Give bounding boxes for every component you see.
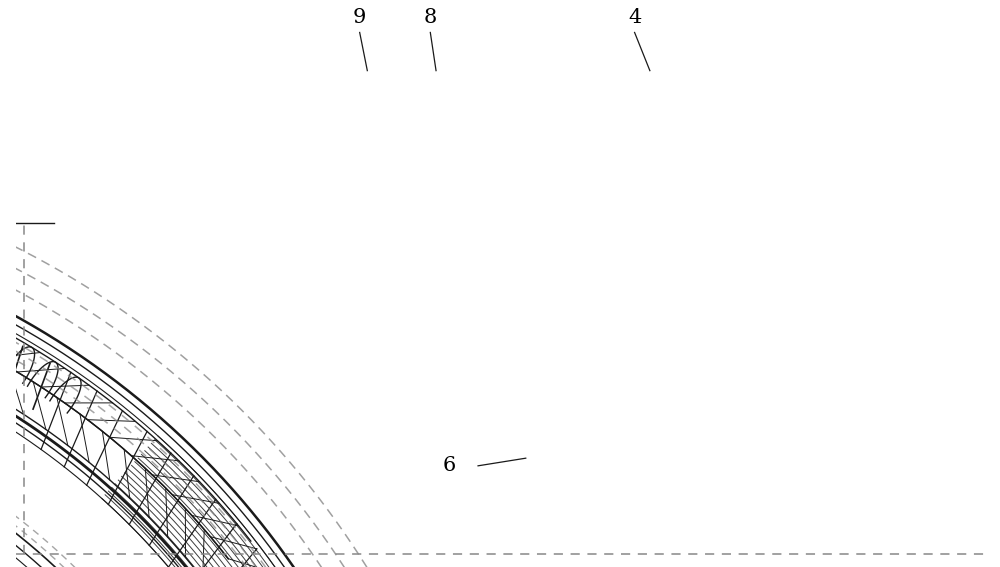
Text: 4: 4	[628, 8, 641, 27]
Text: 6: 6	[443, 456, 456, 475]
Text: 9: 9	[353, 8, 366, 27]
Text: 8: 8	[424, 8, 437, 27]
